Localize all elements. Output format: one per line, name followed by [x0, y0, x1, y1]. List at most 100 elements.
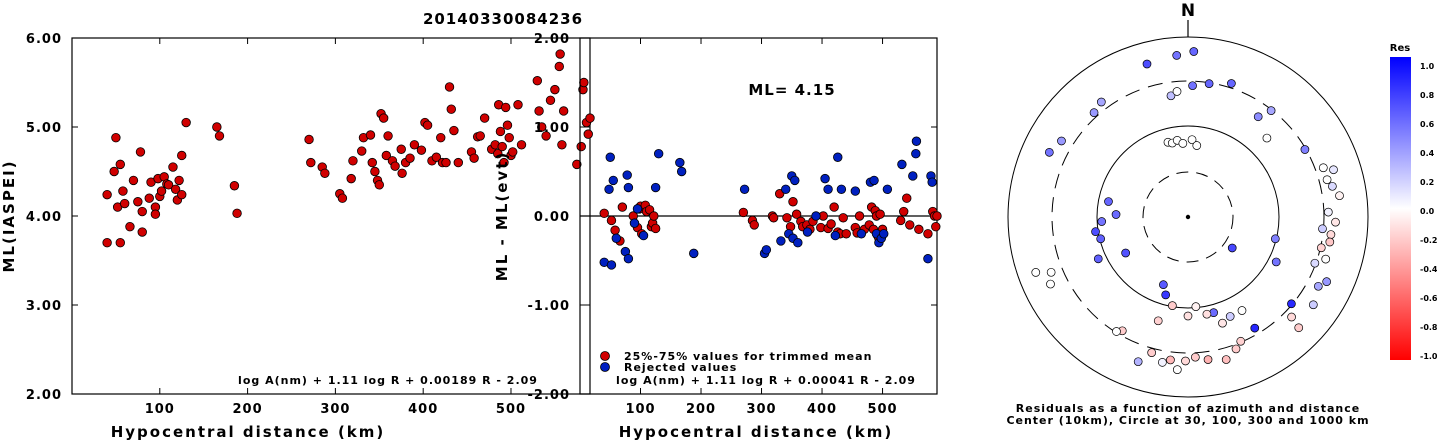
rejected-point [761, 245, 772, 255]
data-point [497, 141, 507, 152]
station-marker [1133, 357, 1143, 367]
trimmed-point [829, 202, 839, 212]
rejected-point [882, 184, 893, 195]
trimmed-point [931, 221, 941, 232]
rejected-point [836, 184, 847, 195]
rejected-point [811, 211, 821, 221]
rejected-point [911, 148, 921, 159]
station-marker [1091, 227, 1100, 236]
trimmed-point [782, 213, 792, 223]
station-marker [1321, 254, 1331, 264]
station-marker [1096, 97, 1106, 107]
trimmed-point [610, 225, 620, 235]
data-point [177, 150, 187, 161]
polar-chart: N Residuals as a function of azimuth and… [1006, 1, 1369, 427]
trimmed-point [923, 229, 933, 239]
station-marker [1168, 301, 1177, 310]
data-point [383, 131, 393, 141]
rejected-point [833, 152, 843, 162]
data-point [585, 113, 595, 123]
rejected-point [676, 166, 687, 177]
station-marker [1262, 133, 1272, 143]
rejected-point [608, 175, 618, 186]
data-point [446, 104, 456, 114]
station-marker [1202, 309, 1212, 319]
station-marker [1266, 106, 1276, 115]
colorbar-gradient [1390, 57, 1411, 360]
station-marker [1112, 327, 1121, 336]
colorbar-label: 1.0 [1420, 62, 1435, 71]
data-point [545, 95, 556, 106]
station-marker [1111, 210, 1121, 219]
y-tick-label: 5.00 [26, 121, 62, 136]
rejected-point [923, 254, 933, 264]
data-point [229, 181, 240, 191]
ring-300km [1051, 80, 1325, 354]
rejected-point [927, 177, 937, 187]
rejected-point [802, 227, 813, 237]
trimmed-point [650, 223, 661, 234]
ring-30km [1142, 171, 1234, 263]
data-point [177, 189, 187, 200]
data-point [558, 106, 569, 116]
x-tick-label: 200 [233, 402, 263, 417]
ring-100km [1096, 125, 1280, 309]
data-point [390, 161, 400, 171]
x-tick-label: 300 [746, 402, 776, 417]
legend-marker-rejected [600, 362, 610, 372]
y-tick-label: -1.00 [528, 299, 570, 314]
station-marker [1166, 355, 1175, 365]
data-point [181, 117, 191, 128]
middle-ticks: 100 200 300 400 500 -2.00 -1.00 0.00 1.00 2.00 [528, 32, 937, 417]
data-point [137, 206, 147, 217]
y-tick-label: -2.00 [528, 388, 570, 403]
data-point [137, 227, 147, 237]
data-point [501, 102, 511, 113]
station-marker [1192, 141, 1202, 150]
data-point [150, 209, 161, 219]
data-point [212, 122, 222, 132]
x-tick-label: 400 [408, 402, 438, 417]
data-point [357, 146, 367, 156]
station-marker [1166, 91, 1176, 101]
data-point [174, 175, 184, 186]
data-point [579, 77, 589, 88]
trimmed-point [599, 208, 609, 219]
colorbar-label: -0.2 [1420, 236, 1437, 245]
data-point [576, 141, 586, 152]
x-tick-label: 100 [145, 402, 175, 417]
colorbar-label: -0.8 [1420, 323, 1437, 332]
station-marker [1104, 197, 1113, 206]
colorbar: Res 1.0 0.8 0.6 0.4 0.2 0.0 -0.2 -0.4 -0.6 -0.8 -1… [1390, 43, 1437, 361]
data-point [163, 180, 174, 190]
rejected-point [856, 229, 867, 239]
y-tick-label: 1.00 [534, 121, 570, 136]
trimmed-point [902, 193, 912, 203]
station-marker [1057, 136, 1066, 146]
station-marker [1300, 145, 1310, 154]
station-marker [1287, 299, 1296, 309]
station-marker [1158, 358, 1167, 367]
station-marker [1253, 112, 1263, 122]
trimmed-point [854, 211, 865, 221]
station-marker [1097, 217, 1107, 226]
data-point [128, 175, 139, 186]
station-marker [1044, 147, 1054, 157]
trimmed-point [899, 206, 909, 217]
colorbar-label: 0.8 [1420, 91, 1435, 100]
data-point [444, 82, 455, 92]
data-point [156, 186, 167, 196]
station-marker [1121, 248, 1130, 258]
rejected-point [638, 230, 649, 241]
middle-chart: ML - ML(evt) Hypocentral distance (km) M… [493, 32, 942, 441]
rejected-point [611, 233, 622, 243]
station-marker [1323, 207, 1333, 217]
y-tick-label: 2.00 [534, 32, 570, 47]
data-point [416, 145, 427, 155]
left-ylabel: ML(IASPEI) [0, 159, 18, 272]
polar-caption-line-2: Center (10km), Circle at 30, 100, 300 an… [1006, 414, 1369, 427]
station-marker [1096, 234, 1106, 244]
data-point [119, 198, 130, 209]
rejected-point [879, 229, 889, 239]
data-point [348, 156, 358, 166]
